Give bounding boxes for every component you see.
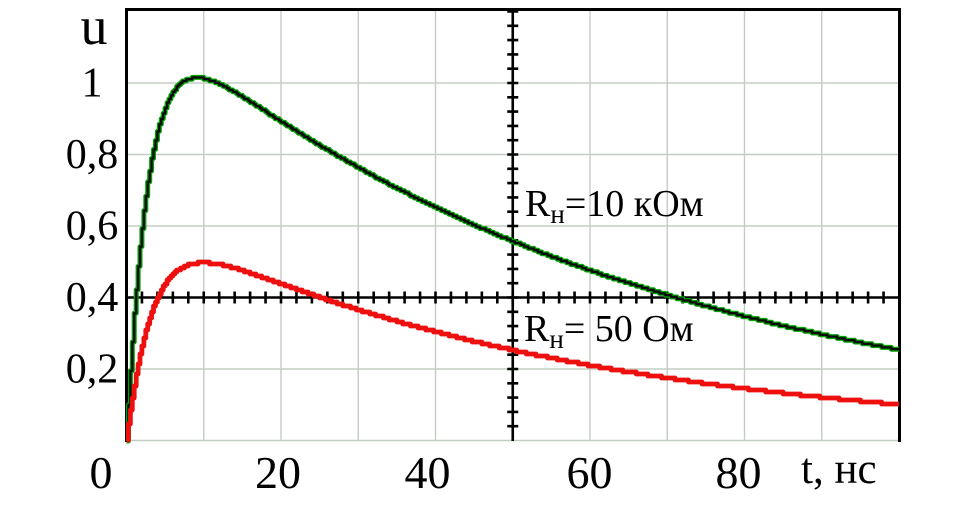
- svg-text:80: 80: [716, 447, 762, 498]
- svg-text:t, нс: t, нс: [801, 446, 877, 493]
- svg-text:Rн=10 кОм: Rн=10 кОм: [525, 183, 704, 229]
- svg-text:0,2: 0,2: [66, 347, 119, 393]
- svg-text:0: 0: [90, 447, 113, 498]
- svg-text:40: 40: [405, 447, 451, 498]
- svg-text:Rн= 50 Ом: Rн= 50 Ом: [524, 308, 694, 354]
- svg-text:60: 60: [567, 447, 613, 498]
- svg-text:1: 1: [82, 61, 103, 107]
- svg-text:0,4: 0,4: [66, 275, 119, 321]
- svg-text:0,8: 0,8: [66, 132, 119, 178]
- svg-text:0,6: 0,6: [66, 204, 119, 250]
- svg-text:u: u: [81, 0, 108, 56]
- svg-text:20: 20: [255, 447, 301, 498]
